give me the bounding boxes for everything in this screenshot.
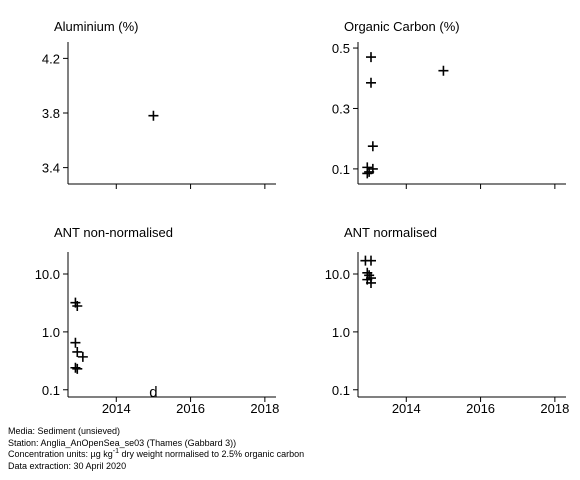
data-point-plus [367,141,378,152]
x-tick-label: 2018 [250,401,279,416]
data-point-plus [70,337,81,348]
panel-title: ANT normalised [344,225,437,240]
data-point-plus [366,255,376,266]
footer-station: Station: Anglia_AnOpenSea_se03 (Thames (… [8,437,237,448]
x-tick-label: 2014 [392,401,421,416]
y-tick-label: 0.3 [332,101,350,116]
footer-units-suffix: dry weight normalised to 2.5% organic ca… [118,449,305,459]
footer-extraction: Data extraction: 30 April 2020 [8,460,127,471]
footer-units-sup: -1 [112,448,119,455]
data-point-plus [366,77,376,88]
footer-units: Concentration units: µg kg-1 dry weight … [8,448,305,461]
data-point-plus [148,110,159,121]
x-tick-label: 2016 [176,401,205,416]
data-point-plus [362,168,373,179]
y-tick-label: 0.1 [332,162,350,177]
y-tick-label: 0.5 [332,41,350,56]
x-tick-label: 2016 [466,401,495,416]
y-tick-label: 10.0 [325,267,350,282]
data-point-plus [438,65,449,76]
data-point-plus [70,362,81,373]
y-tick-label: 1.0 [332,325,350,340]
data-point-marker: d [149,384,157,401]
y-tick-label: 10.0 [35,267,60,282]
data-point-plus [366,277,376,288]
data-point-plus [72,363,83,374]
footer-media: Media: Sediment (unsieved) [8,426,121,436]
chart-footer: Media: Sediment (unsieved) Station: Angl… [8,426,304,472]
data-point-plus [364,166,375,177]
data-point-plus [72,301,83,312]
data-point-plus [366,52,376,63]
y-tick-label: 3.4 [42,161,60,176]
y-tick-label: 3.8 [42,106,60,121]
y-tick-label: 4.2 [42,51,60,66]
x-tick-label: 2018 [540,401,569,416]
x-tick-label: 2014 [102,401,131,416]
data-point-plus [72,346,83,357]
y-tick-label: 1.0 [42,325,60,340]
y-tick-label: 0.1 [332,383,350,398]
y-tick-label: 0.1 [42,383,60,398]
panel-title: Aluminium (%) [54,19,139,34]
panel-title: Organic Carbon (%) [344,19,460,34]
chart-figure: Aluminium (%) 3.4 3.8 4.2 Organic Carbon (%)… [35,19,570,416]
panel-title: ANT non-normalised [54,225,173,240]
data-point-plus [77,351,88,362]
footer-units-prefix: Concentration units: µg kg [8,449,113,459]
